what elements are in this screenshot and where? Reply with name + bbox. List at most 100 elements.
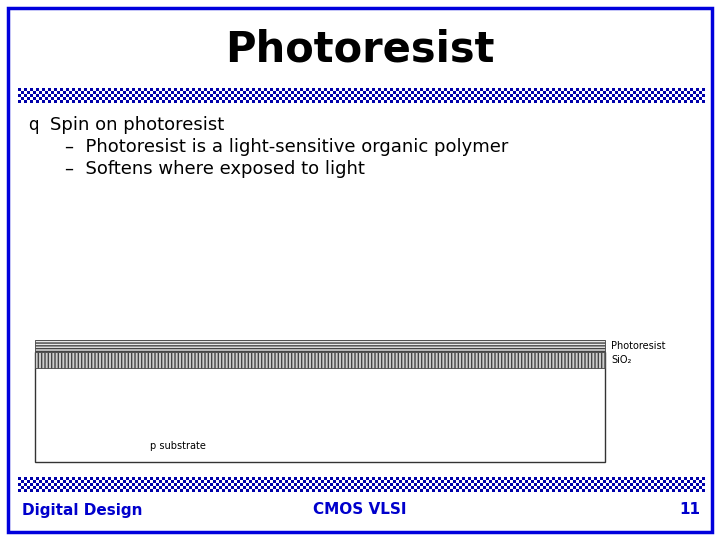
Bar: [621, 94, 624, 97]
Bar: [312, 97, 315, 100]
Bar: [186, 477, 189, 480]
Bar: [183, 94, 186, 97]
Bar: [357, 94, 360, 97]
Bar: [54, 483, 57, 486]
Bar: [222, 477, 225, 480]
Bar: [369, 477, 372, 480]
Bar: [297, 486, 300, 489]
Bar: [561, 88, 564, 91]
Bar: [411, 91, 414, 94]
Bar: [555, 100, 558, 103]
Bar: [597, 88, 600, 91]
Bar: [111, 97, 114, 100]
Bar: [597, 480, 600, 483]
Bar: [357, 486, 360, 489]
Bar: [486, 486, 489, 489]
Bar: [588, 489, 591, 492]
Bar: [297, 477, 300, 480]
Bar: [360, 97, 363, 100]
Bar: [603, 88, 606, 91]
Bar: [486, 480, 489, 483]
Bar: [291, 480, 294, 483]
Bar: [354, 100, 357, 103]
Bar: [468, 483, 471, 486]
Bar: [381, 483, 384, 486]
Bar: [603, 486, 606, 489]
Bar: [459, 489, 462, 492]
Bar: [318, 477, 321, 480]
Bar: [75, 88, 78, 91]
Bar: [645, 97, 648, 100]
Bar: [495, 489, 498, 492]
Bar: [546, 483, 549, 486]
Bar: [183, 100, 186, 103]
Bar: [264, 477, 267, 480]
Bar: [510, 480, 513, 483]
Bar: [429, 477, 432, 480]
Bar: [144, 486, 147, 489]
Bar: [483, 486, 486, 489]
Bar: [606, 94, 609, 97]
Bar: [603, 483, 606, 486]
Bar: [201, 486, 204, 489]
Bar: [39, 88, 42, 91]
Bar: [606, 88, 609, 91]
Bar: [105, 486, 108, 489]
Bar: [225, 88, 228, 91]
Bar: [144, 480, 147, 483]
Bar: [459, 480, 462, 483]
Bar: [549, 94, 552, 97]
Bar: [474, 91, 477, 94]
Bar: [630, 483, 633, 486]
Bar: [96, 486, 99, 489]
Bar: [351, 489, 354, 492]
Bar: [576, 489, 579, 492]
Bar: [48, 97, 51, 100]
Bar: [96, 94, 99, 97]
Bar: [270, 489, 273, 492]
Bar: [327, 489, 330, 492]
Bar: [279, 477, 282, 480]
Bar: [492, 489, 495, 492]
Bar: [336, 94, 339, 97]
Bar: [111, 100, 114, 103]
Bar: [42, 100, 45, 103]
Bar: [573, 100, 576, 103]
Bar: [48, 100, 51, 103]
Bar: [492, 88, 495, 91]
Bar: [420, 97, 423, 100]
Bar: [456, 100, 459, 103]
Bar: [342, 94, 345, 97]
Bar: [294, 94, 297, 97]
Bar: [45, 91, 48, 94]
Bar: [381, 88, 384, 91]
Bar: [534, 91, 537, 94]
Bar: [150, 489, 153, 492]
Bar: [39, 94, 42, 97]
Bar: [630, 489, 633, 492]
Bar: [303, 91, 306, 94]
Bar: [687, 94, 690, 97]
Bar: [462, 483, 465, 486]
Bar: [105, 489, 108, 492]
Bar: [408, 486, 411, 489]
Bar: [342, 97, 345, 100]
Bar: [57, 97, 60, 100]
Bar: [297, 483, 300, 486]
Bar: [96, 97, 99, 100]
Bar: [315, 88, 318, 91]
Bar: [192, 486, 195, 489]
Bar: [165, 480, 168, 483]
Bar: [666, 480, 669, 483]
Bar: [84, 486, 87, 489]
Bar: [45, 483, 48, 486]
Bar: [498, 97, 501, 100]
Bar: [687, 486, 690, 489]
Bar: [66, 477, 69, 480]
Bar: [453, 486, 456, 489]
Bar: [357, 480, 360, 483]
Bar: [486, 483, 489, 486]
Bar: [267, 91, 270, 94]
Bar: [321, 480, 324, 483]
Bar: [312, 94, 315, 97]
